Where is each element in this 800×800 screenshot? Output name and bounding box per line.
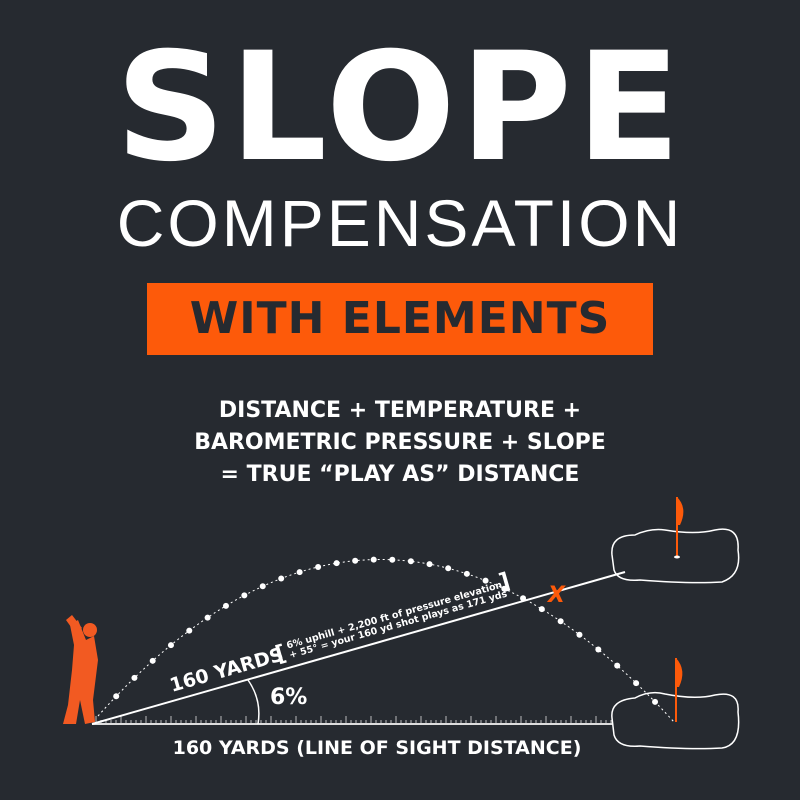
trajectory-dot	[204, 614, 211, 621]
trajectory-dot	[501, 585, 508, 592]
golfer-silhouette-icon	[63, 615, 98, 724]
formula-line: = TRUE “PLAY AS” DISTANCE	[220, 462, 580, 487]
formula: DISTANCE + TEMPERATURE + BAROMETRIC PRES…	[0, 395, 800, 491]
trajectory-dot	[445, 565, 452, 572]
trajectory-dot	[333, 560, 340, 567]
trajectory-dot	[482, 577, 489, 584]
angle-arc	[247, 679, 260, 725]
landing-marker: X	[546, 583, 566, 608]
trajectory-dot	[241, 592, 248, 599]
trajectory-dot	[113, 693, 120, 700]
title: SLOPE	[115, 21, 685, 195]
trajectory-dot	[576, 631, 583, 638]
trajectory-dot	[520, 595, 527, 602]
formula-line: DISTANCE + TEMPERATURE +	[218, 398, 582, 423]
trajectory-dot	[278, 575, 285, 582]
trajectory-dot	[222, 602, 229, 609]
trajectory-dot	[407, 558, 414, 565]
slope-line	[91, 571, 626, 725]
note-line-2: + 55° = your 160 yd shot plays as 171 yd…	[288, 589, 509, 662]
subtitle: COMPENSATION	[116, 186, 684, 260]
upper-green-icon	[611, 528, 740, 584]
trajectory-dot	[652, 698, 659, 705]
trajectory-dot	[595, 646, 602, 653]
trajectory-dot	[167, 642, 174, 649]
trajectory-dot	[614, 662, 621, 669]
trajectory-dot	[557, 618, 564, 625]
banner: WITH ELEMENTS	[147, 283, 653, 355]
trajectory-dot	[426, 561, 433, 568]
trajectory-dot	[370, 556, 377, 563]
angle-label: 6%	[270, 685, 307, 710]
trajectory-path	[97, 559, 675, 723]
ruler-ticks	[95, 716, 612, 723]
trajectory-dot	[296, 569, 303, 576]
trajectory	[97, 556, 675, 723]
base-distance-label: 160 YARDS (LINE OF SIGHT DISTANCE)	[173, 737, 582, 759]
trajectory-dot	[389, 556, 396, 563]
lower-green-icon	[611, 691, 740, 750]
trajectory-dot	[352, 557, 359, 564]
trajectory-dot	[186, 627, 193, 634]
upper-flag-icon	[674, 497, 684, 559]
slope-distance-label: 160 YARDS	[167, 644, 286, 697]
formula-line: BAROMETRIC PRESSURE + SLOPE	[194, 430, 606, 455]
trajectory-dot	[315, 563, 322, 570]
trajectory-dot	[463, 570, 470, 577]
lower-flag-icon	[675, 658, 683, 722]
trajectory-dot	[633, 680, 640, 687]
trajectory-dot	[538, 606, 545, 613]
trajectory-dot	[259, 583, 266, 590]
trajectory-dot	[149, 657, 156, 664]
trajectory-dot	[131, 674, 138, 681]
